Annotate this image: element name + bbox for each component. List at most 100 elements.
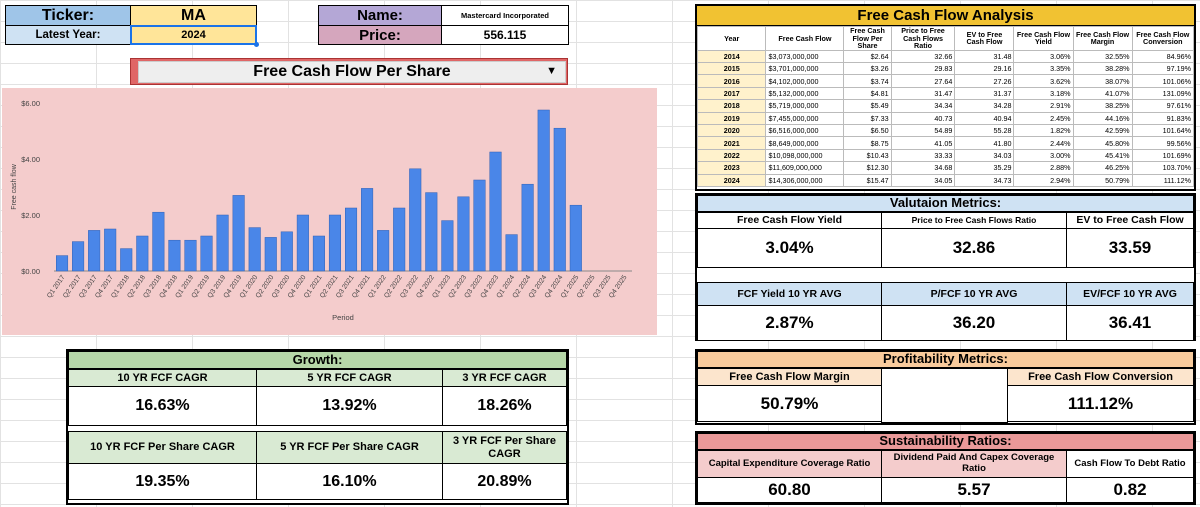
fcf-value-cell: $12.30 (843, 161, 892, 175)
fcf-year-cell: 2023 (696, 161, 767, 175)
price-to-fcf-ratio-label: Price to Free Cash Flows Ratio (881, 212, 1067, 229)
fcf-value-cell: 32.66 (890, 49, 956, 64)
y-tick-label: $2.00 (21, 211, 40, 220)
fcf-value-cell: 84.96% (1131, 49, 1195, 64)
fcf-value-cell: 29.16 (954, 62, 1015, 76)
fcf-value-cell: $5.49 (843, 99, 892, 113)
chart-selector-label: Free Cash Flow Per Share (253, 63, 451, 80)
price-to-fcf-ratio-value: 32.86 (881, 228, 1067, 268)
fcf-value-cell: $8.75 (843, 136, 892, 150)
fcf-yield-10yr-avg-value: 2.87% (697, 305, 882, 341)
fcf-per-share-cagr-10yr-value: 19.35% (68, 463, 257, 500)
fcf-table-row: 2022 $10,098,000,000 $10.43 33.33 34.03 3.00%… (696, 148, 1195, 163)
fcf-value-cell: $3,073,000,000 (765, 49, 845, 64)
chart-bar (200, 235, 213, 272)
fcf-value-cell: 2.88% (1013, 161, 1074, 175)
ticker-label: Ticker: (5, 5, 131, 26)
fcf-col-header: Free Cash Flow Conversion (1131, 26, 1195, 51)
chart-bar (280, 231, 293, 272)
evfcf-10yr-avg-label: EV/FCF 10 YR AVG (1066, 282, 1194, 306)
fcf-year-cell: 2015 (696, 62, 767, 76)
chart-bar (505, 234, 518, 272)
chevron-down-icon: ▼ (546, 65, 557, 77)
fcf-per-share-cagr-3yr-value: 20.89% (442, 463, 567, 500)
fcf-col-header: Free Cash Flow Per Share (843, 26, 892, 51)
fcf-value-cell: 111.12% (1131, 173, 1195, 188)
fcf-value-cell: 31.47 (890, 86, 956, 101)
chart-selector-dropdown[interactable]: Free Cash Flow Per Share ▼ (138, 61, 566, 83)
fcf-value-cell: $11,609,000,000 (765, 161, 845, 175)
fcf-table-row: 2021 $8,649,000,000 $8.75 41.05 41.80 2.44% 45… (696, 136, 1195, 150)
chart-bar (168, 239, 181, 272)
y-axis-title: Free cash flow (11, 163, 18, 209)
fcf-table-row: 2019 $7,455,000,000 $7.33 40.73 40.94 2.45% 44… (696, 111, 1195, 126)
fcf-year-cell: 2020 (696, 124, 767, 138)
chart-bar (136, 235, 149, 272)
fcf-value-cell: $8,649,000,000 (765, 136, 845, 150)
fcf-value-cell: 3.62% (1013, 74, 1074, 88)
fcf-value-cell: 97.61% (1131, 99, 1195, 113)
fcf-value-cell: 97.19% (1131, 62, 1195, 76)
fcf-table-row: 2015 $3,701,000,000 $3.26 29.83 29.16 3.35% 38… (696, 62, 1195, 76)
fcf-yield-value: 3.04% (697, 228, 882, 268)
fcf-value-cell: $6.50 (843, 124, 892, 138)
fcf-value-cell: 41.80 (954, 136, 1015, 150)
fcf-value-cell: 29.83 (890, 62, 956, 76)
chart-bar (569, 204, 582, 272)
fcf-cagr-10yr-value: 16.63% (68, 386, 257, 426)
chart-bar (457, 196, 470, 272)
price-label: Price: (318, 25, 442, 45)
fcf-value-cell: 101.06% (1131, 74, 1195, 88)
fcf-table-row: 2016 $4,102,000,000 $3.74 27.64 27.26 3.62% 38… (696, 74, 1195, 88)
chart-bar (72, 241, 85, 272)
fcf-col-header: Price to Free Cash Flows Ratio (890, 26, 956, 51)
cash-flow-to-debt-ratio-label: Cash Flow To Debt Ratio (1066, 450, 1194, 478)
cash-flow-to-debt-ratio-value: 0.82 (1066, 477, 1194, 503)
fcf-year-cell: 2014 (696, 49, 767, 64)
fcf-value-cell: 40.73 (890, 111, 956, 126)
fcf-col-header: Year (696, 26, 767, 51)
capex-coverage-ratio-value: 60.80 (697, 477, 882, 503)
y-tick-label: $6.00 (21, 99, 40, 108)
fcf-value-cell: 34.34 (890, 99, 956, 113)
sustainability-title: Sustainability Ratios: (697, 433, 1194, 450)
fcf-value-cell: $4,102,000,000 (765, 74, 845, 88)
fcf-value-cell: 50.79% (1072, 173, 1133, 188)
fcf-value-cell: 31.48 (954, 49, 1015, 64)
fcf-value-cell: 38.25% (1072, 99, 1133, 113)
fcf-value-cell: $5,132,000,000 (765, 86, 845, 101)
fcf-table-row: 2020 $6,516,000,000 $6.50 54.89 55.28 1.82% 42… (696, 124, 1195, 138)
fcf-value-cell: 55.28 (954, 124, 1015, 138)
fcf-table-row: 2024 $14,306,000,000 $15.47 34.05 34.73 2.94%… (696, 173, 1195, 188)
fcf-value-cell: 99.56% (1131, 136, 1195, 150)
chart-bar (344, 207, 358, 272)
latest-year-value[interactable]: 2024 (130, 25, 257, 45)
dividend-capex-coverage-ratio-value: 5.57 (881, 477, 1067, 503)
ticker-value[interactable]: MA (130, 5, 257, 26)
x-axis-title: Period (332, 313, 354, 322)
fcf-value-cell: 42.59% (1072, 124, 1133, 138)
cell-selection-handle[interactable] (254, 42, 259, 47)
fcf-value-cell: 34.03 (954, 148, 1015, 163)
fcf-value-cell: $7,455,000,000 (765, 111, 845, 126)
fcf-value-cell: 31.37 (954, 86, 1015, 101)
fcf-value-cell: $7.33 (843, 111, 892, 126)
fcf-year-cell: 2024 (696, 173, 767, 188)
chart-bar (521, 183, 534, 272)
chart-bar (312, 235, 325, 272)
fcf-table-row: 2023 $11,609,000,000 $12.30 34.68 35.29 2.88%… (696, 161, 1195, 175)
fcf-per-share-cagr-5yr-value: 16.10% (256, 463, 443, 500)
chart-bar (55, 255, 69, 272)
fcf-analysis-title: Free Cash Flow Analysis (697, 6, 1194, 26)
fcf-value-cell: 27.26 (954, 74, 1015, 88)
fcf-yield-label: Free Cash Flow Yield (697, 212, 882, 229)
chart-bar (409, 168, 422, 272)
fcf-value-cell: 40.94 (954, 111, 1015, 126)
chart-bar (393, 207, 406, 272)
fcf-value-cell: 131.09% (1131, 86, 1195, 101)
fcf-value-cell: 34.68 (890, 161, 956, 175)
fcf-year-cell: 2019 (696, 111, 767, 126)
chart-area: $0.00 $2.00 $4.00 $6.00 Free cash flow Q1 201… (2, 88, 657, 335)
fcf-conversion-label: Free Cash Flow Conversion (1007, 368, 1194, 386)
